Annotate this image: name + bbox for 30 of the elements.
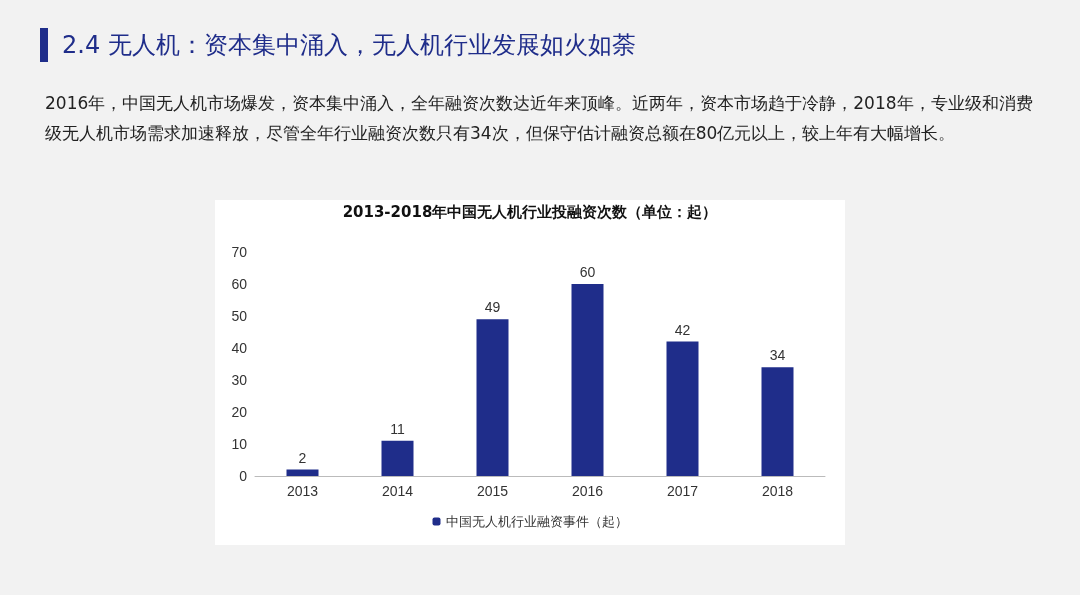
x-tick-label: 2015 bbox=[476, 483, 509, 499]
y-tick-label: 30 bbox=[231, 372, 248, 388]
data-label: 60 bbox=[579, 264, 596, 280]
x-tick-label: 2014 bbox=[381, 483, 414, 499]
y-tick-label: 0 bbox=[239, 468, 248, 484]
y-tick-label: 10 bbox=[231, 436, 248, 452]
x-tick-label: 2017 bbox=[666, 483, 699, 499]
data-label: 2 bbox=[298, 449, 307, 466]
x-tick-label: 2016 bbox=[571, 483, 604, 499]
data-label: 11 bbox=[390, 420, 405, 437]
y-tick-label: 50 bbox=[231, 308, 248, 324]
data-label: 34 bbox=[769, 347, 786, 364]
y-tick-label: 70 bbox=[231, 244, 248, 260]
x-tick-label: 2013 bbox=[286, 483, 319, 499]
legend-label: 中国无人机行业融资事件（起） bbox=[445, 514, 628, 529]
bar bbox=[476, 319, 509, 476]
data-label: 42 bbox=[674, 321, 691, 338]
bar bbox=[381, 440, 414, 476]
x-tick-label: 2018 bbox=[761, 483, 794, 499]
chart-subtitle: 2016年，中国无人机市场爆发，资本集中涌入，全年融资次数达近年来顶峰。近两年，资本市场趋于冷静，2018年，专业级和消费级无人机市场需求加速释放，尽管全年行业融资次数只有34次，但保守估计融资总额在80亿元以上，较上年有大幅增长。 bbox=[45, 92, 1034, 145]
bar bbox=[761, 367, 794, 476]
text: 2013-2018年中国无人机行业投融资次数（单位：起） bbox=[341, 203, 719, 222]
data-label: 49 bbox=[484, 299, 501, 316]
y-tick-label: 20 bbox=[231, 404, 248, 420]
bar bbox=[571, 284, 604, 476]
y-tick-label: 40 bbox=[231, 340, 248, 356]
bar bbox=[286, 469, 319, 476]
chart-title: 2.4 无人机：资本集中涌入，无人机行业发展如火如荼 bbox=[40, 28, 636, 62]
y-tick-label: 60 bbox=[231, 276, 248, 292]
bar bbox=[666, 341, 699, 476]
